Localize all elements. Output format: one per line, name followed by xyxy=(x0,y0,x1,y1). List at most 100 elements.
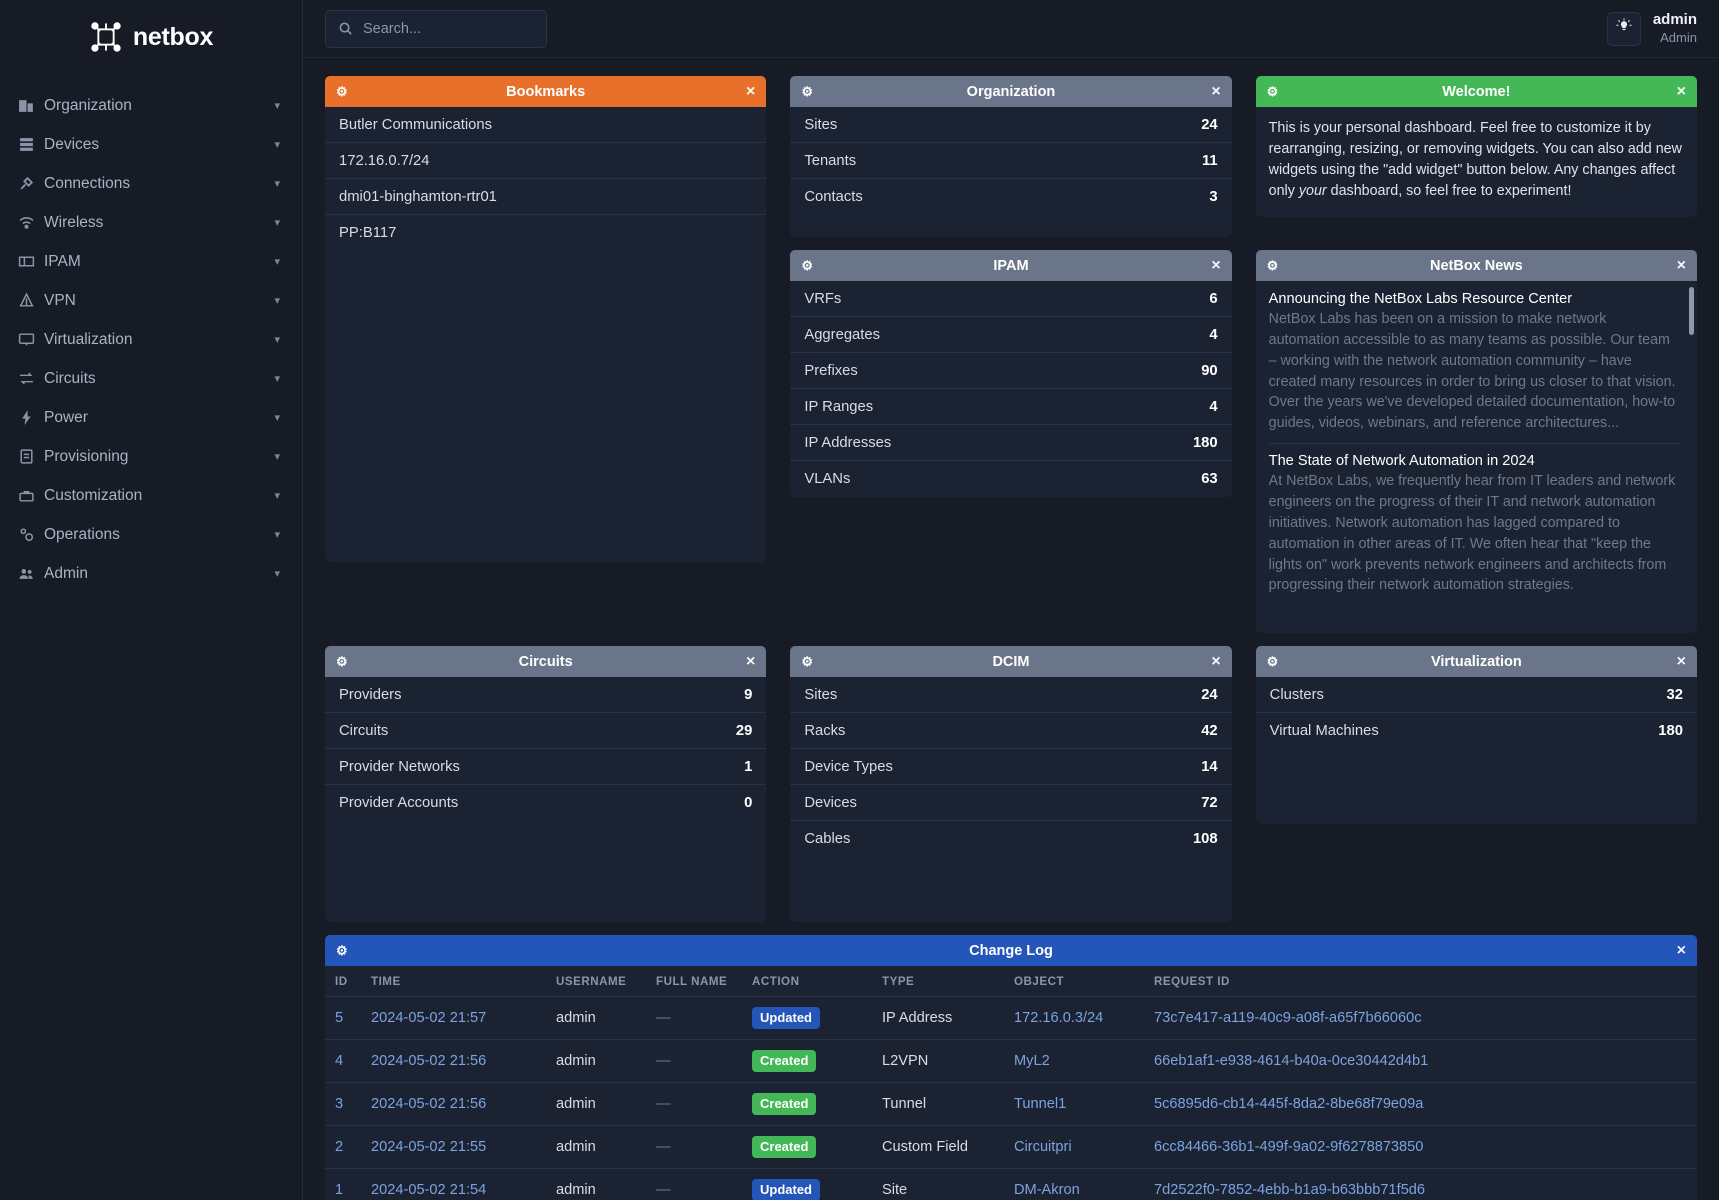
stat-row[interactable]: Contacts 3 xyxy=(790,179,1231,215)
cell-request-id[interactable]: 7d2522f0-7852-4ebb-b1a9-b63bbb71f5d6 xyxy=(1144,1168,1697,1200)
stat-row[interactable]: Clusters 32 xyxy=(1255,677,1697,713)
cell-object[interactable]: MyL2 xyxy=(1004,1039,1144,1083)
cell-id[interactable]: 2 xyxy=(325,1125,361,1169)
cell-id[interactable]: 5 xyxy=(325,996,361,1040)
table-row[interactable]: 2 2024-05-02 21:55 admin — Created Custo… xyxy=(325,1125,1697,1169)
close-icon[interactable]: × xyxy=(1211,256,1221,274)
stat-row[interactable]: Prefixes 90 xyxy=(790,353,1232,389)
stat-row[interactable]: Virtual Machines 180 xyxy=(1256,713,1697,749)
close-icon[interactable]: × xyxy=(1211,82,1221,100)
brand-logo-area[interactable]: netbox xyxy=(0,10,302,64)
stat-row[interactable]: Sites 24 xyxy=(790,677,1232,713)
stat-row[interactable]: Providers 9 xyxy=(325,677,767,713)
cell-id[interactable]: 4 xyxy=(325,1039,361,1083)
gear-icon[interactable]: ⚙ xyxy=(1266,653,1279,669)
sidebar-item-label: Devices xyxy=(44,135,100,153)
news-scrollbar[interactable] xyxy=(1689,287,1694,335)
search-box[interactable] xyxy=(325,9,550,48)
close-icon[interactable]: × xyxy=(1676,82,1686,100)
sidebar-item-organization[interactable]: Organization ▾ xyxy=(0,86,302,125)
close-icon[interactable]: × xyxy=(1211,652,1221,670)
cell-time[interactable]: 2024-05-02 21:56 xyxy=(361,1039,546,1083)
gear-icon[interactable]: ⚙ xyxy=(801,257,813,273)
column-header-username[interactable]: Username xyxy=(556,975,627,988)
bookmark-item[interactable]: 172.16.0.7/24 xyxy=(325,143,767,179)
stat-row[interactable]: Provider Networks 1 xyxy=(325,749,767,785)
gear-icon[interactable]: ⚙ xyxy=(336,653,348,669)
table-row[interactable]: 3 2024-05-02 21:56 admin — Created Tunne… xyxy=(325,1082,1697,1126)
sidebar-item-connections[interactable]: Connections ▾ xyxy=(0,164,302,203)
gear-icon[interactable]: ⚙ xyxy=(1266,257,1279,273)
sidebar-item-devices[interactable]: Devices ▾ xyxy=(0,125,302,164)
bookmark-item[interactable]: dmi01-binghamton-rtr01 xyxy=(325,179,767,215)
stat-row[interactable]: Device Types 14 xyxy=(790,749,1232,785)
cell-request-id[interactable]: 5c6895d6-cb14-445f-8da2-8be68f79e09a xyxy=(1144,1082,1697,1126)
column-header-id[interactable]: ID xyxy=(335,975,348,988)
column-header-object[interactable]: Object xyxy=(1014,975,1065,988)
news-item[interactable]: Announcing the NetBox Labs Resource Cent… xyxy=(1268,291,1681,445)
cell-time[interactable]: 2024-05-02 21:57 xyxy=(361,996,546,1040)
gear-icon[interactable]: ⚙ xyxy=(336,942,348,958)
column-header-action[interactable]: Action xyxy=(752,975,800,988)
stat-row[interactable]: Racks 42 xyxy=(790,713,1232,749)
user-menu[interactable]: admin Admin xyxy=(1653,11,1701,45)
bookmark-item[interactable]: Butler Communications xyxy=(325,107,767,143)
column-header-request-id[interactable]: Request ID xyxy=(1154,975,1230,988)
stat-row[interactable]: Tenants 11 xyxy=(790,143,1232,179)
sidebar-item-circuits[interactable]: Circuits ▾ xyxy=(0,359,302,398)
close-icon[interactable]: × xyxy=(745,652,756,670)
column-header-type[interactable]: Type xyxy=(882,975,915,988)
stat-row[interactable]: Devices 72 xyxy=(790,785,1232,821)
close-icon[interactable]: × xyxy=(745,82,756,100)
table-row[interactable]: 4 2024-05-02 21:56 admin — Created L2VPN… xyxy=(325,1039,1697,1083)
close-icon[interactable]: × xyxy=(1676,652,1686,670)
chevron-down-icon: ▾ xyxy=(274,295,280,307)
bookmark-item[interactable]: PP:B117 xyxy=(339,225,397,241)
stat-row[interactable]: Sites 24 xyxy=(790,107,1232,143)
widget-bookmarks: ⚙ Bookmarks × Butler Communications 172.… xyxy=(325,76,767,562)
theme-toggle-button[interactable] xyxy=(1606,11,1641,46)
cell-id[interactable]: 1 xyxy=(325,1168,361,1200)
sidebar-item-wireless[interactable]: Wireless ▾ xyxy=(0,203,302,242)
sidebar-item-virtualization[interactable]: Virtualization ▾ xyxy=(0,320,302,359)
stat-row[interactable]: IP Ranges 4 xyxy=(790,389,1232,425)
gear-icon[interactable]: ⚙ xyxy=(801,83,813,99)
search-input[interactable] xyxy=(363,20,550,37)
stat-row[interactable]: Cables 108 xyxy=(790,821,1231,857)
stat-row[interactable]: Aggregates 4 xyxy=(790,317,1232,353)
sidebar-item-customization[interactable]: Customization ▾ xyxy=(0,476,302,515)
gear-icon[interactable]: ⚙ xyxy=(1266,83,1279,99)
cell-request-id[interactable]: 6cc84466-36b1-499f-9a02-9f6278873850 xyxy=(1144,1125,1697,1169)
gear-icon[interactable]: ⚙ xyxy=(336,83,348,99)
welcome-emphasis: your xyxy=(1298,183,1327,200)
sidebar-item-vpn[interactable]: VPN ▾ xyxy=(0,281,302,320)
table-row[interactable]: 1 2024-05-02 21:54 admin — Updated Site … xyxy=(325,1168,1697,1200)
sidebar-item-ipam[interactable]: IPAM ▾ xyxy=(0,242,302,281)
gear-icon[interactable]: ⚙ xyxy=(801,653,813,669)
cell-object[interactable]: 172.16.0.3/24 xyxy=(1004,996,1144,1040)
sidebar-item-operations[interactable]: Operations ▾ xyxy=(0,515,302,554)
cell-time[interactable]: 2024-05-02 21:54 xyxy=(361,1168,546,1200)
cell-time[interactable]: 2024-05-02 21:55 xyxy=(361,1125,546,1169)
column-header-time[interactable]: Time xyxy=(371,975,401,988)
cell-object[interactable]: DM-Akron xyxy=(1004,1168,1144,1200)
sidebar-item-power[interactable]: Power ▾ xyxy=(0,398,302,437)
sidebar-item-admin[interactable]: Admin ▾ xyxy=(0,554,302,593)
cell-request-id[interactable]: 73c7e417-a119-40c9-a08f-a65f7b66060c xyxy=(1144,996,1697,1040)
cell-object[interactable]: Tunnel1 xyxy=(1004,1082,1144,1126)
close-icon[interactable]: × xyxy=(1676,256,1686,274)
cell-time[interactable]: 2024-05-02 21:56 xyxy=(361,1082,546,1126)
sidebar-item-provisioning[interactable]: Provisioning ▾ xyxy=(0,437,302,476)
stat-row[interactable]: IP Addresses 180 xyxy=(790,425,1232,461)
news-item[interactable]: The State of Network Automation in 2024 … xyxy=(1269,453,1681,605)
stat-row[interactable]: Provider Accounts 0 xyxy=(325,785,766,821)
cell-id[interactable]: 3 xyxy=(325,1082,361,1126)
column-header-full-name[interactable]: Full Name xyxy=(656,975,728,988)
stat-row[interactable]: Circuits 29 xyxy=(325,713,767,749)
table-row[interactable]: 5 2024-05-02 21:57 admin — Updated IP Ad… xyxy=(325,996,1697,1040)
close-icon[interactable]: × xyxy=(1676,941,1686,959)
stat-row[interactable]: VLANs 63 xyxy=(790,461,1231,497)
cell-request-id[interactable]: 66eb1af1-e938-4614-b40a-0ce30442d4b1 xyxy=(1144,1039,1697,1083)
stat-row[interactable]: VRFs 6 xyxy=(790,281,1232,317)
cell-object[interactable]: Circuitpri xyxy=(1004,1125,1144,1169)
